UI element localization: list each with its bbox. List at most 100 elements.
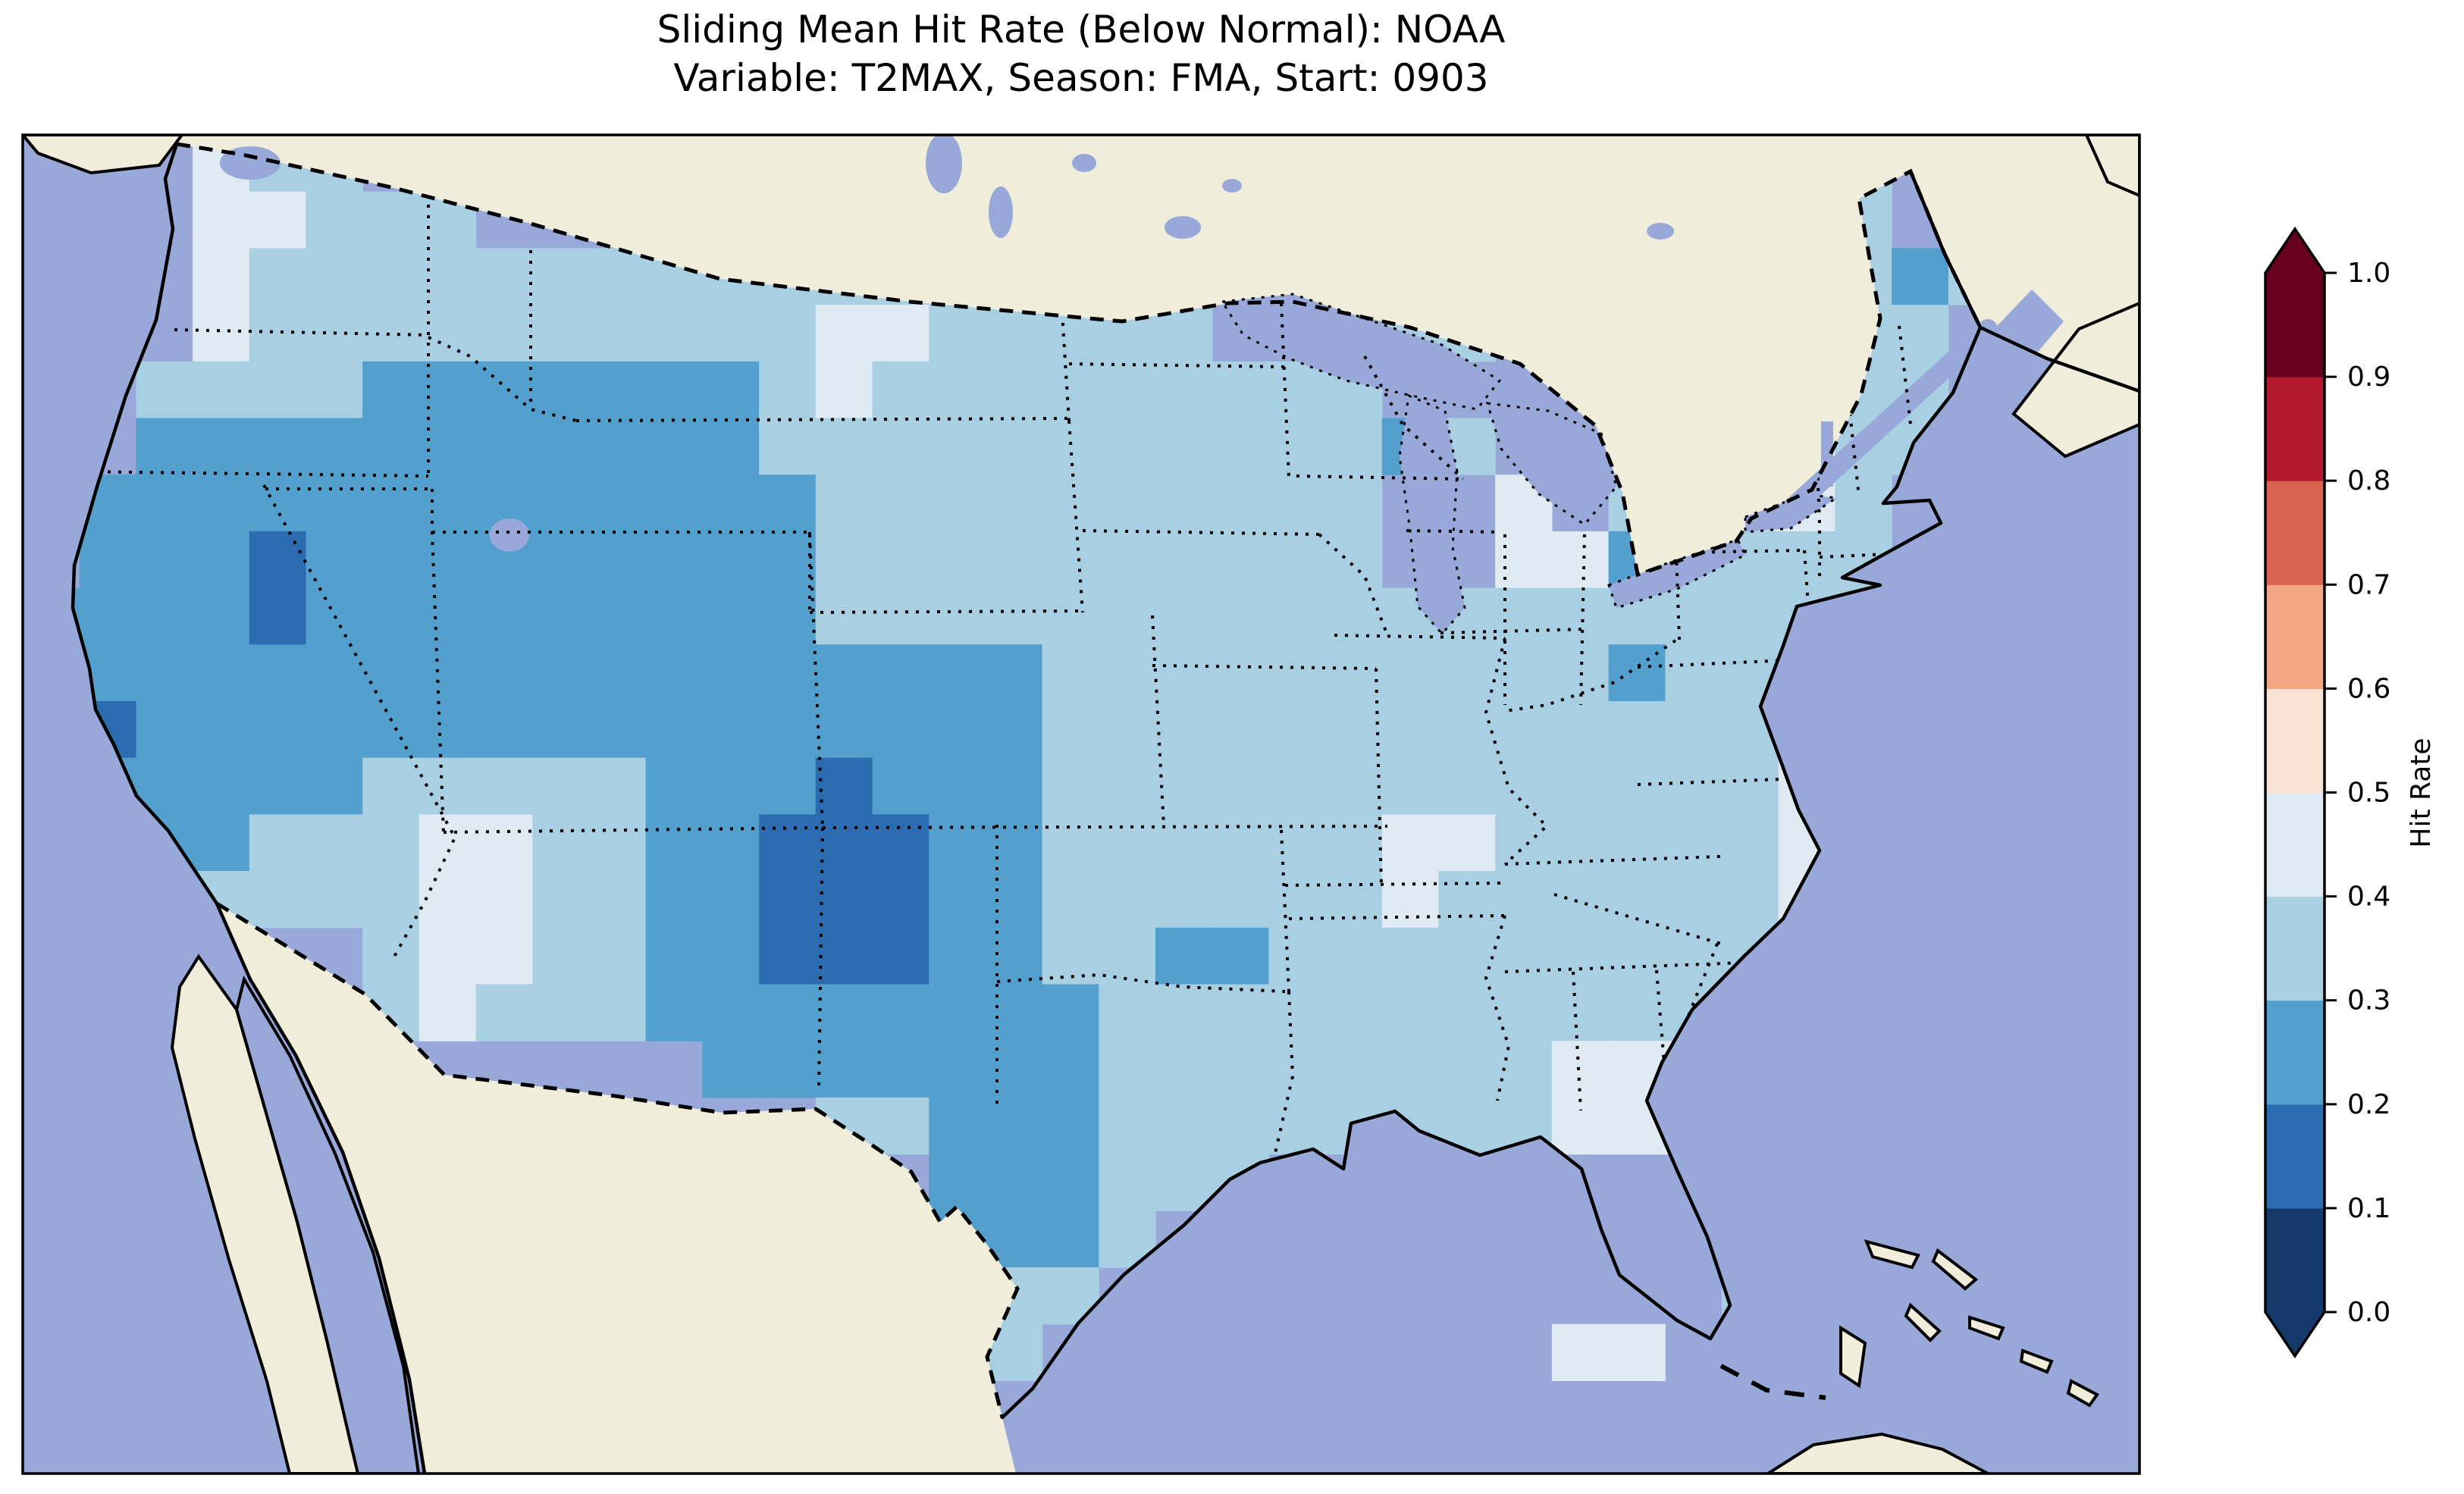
heat-cell (759, 927, 817, 985)
heat-cell (1438, 757, 1496, 815)
heat-cell (1381, 701, 1440, 759)
heat-cell (1438, 1041, 1496, 1098)
heat-cell (1608, 814, 1666, 872)
heat-cell (929, 305, 986, 362)
colorbar-tick-label: 0.9 (2347, 362, 2390, 393)
heat-cell (532, 531, 590, 589)
heat-cell (475, 927, 533, 985)
bahamas-island (1931, 1248, 1979, 1291)
heat-cell (249, 361, 307, 419)
heat-cell (1155, 1097, 1213, 1155)
heat-cell (985, 531, 1043, 589)
heat-cell (759, 814, 817, 872)
heat-cell (589, 814, 647, 872)
heat-cell (193, 361, 250, 419)
heat-cell (702, 814, 760, 872)
colorbar-bin (2265, 273, 2324, 377)
bahamas-island (1839, 1325, 1867, 1389)
heat-cell (79, 587, 136, 645)
lake-superior (1220, 293, 1502, 411)
colorbar-tick-label: 0.8 (2347, 465, 2390, 496)
heat-cell (815, 531, 873, 589)
heat-cell (1099, 1041, 1156, 1098)
heat-cell (1155, 644, 1213, 702)
heat-cell (362, 418, 420, 475)
heat-cell (79, 531, 136, 589)
colorbar-bin (2265, 481, 2324, 585)
heat-cell (589, 361, 647, 419)
heat-cell (929, 701, 986, 759)
heat-cell (419, 531, 477, 589)
heat-cell (645, 757, 703, 815)
heat-cell (1495, 587, 1553, 645)
heat-cell (306, 701, 363, 759)
heat-cell (985, 701, 1043, 759)
bahamas-island (2019, 1348, 2054, 1374)
heat-cell (475, 644, 533, 702)
heat-cell (1042, 1097, 1099, 1155)
heat-cell (306, 475, 363, 532)
heat-cell (589, 587, 647, 645)
heat-cell (702, 1041, 760, 1098)
colorbar: 0.0 0.1 0.2 0.3 0.4 0.5 0.6 0.7 0.8 0.9 1.0 Hit Ra… (2264, 226, 2437, 1359)
heat-cell (702, 984, 760, 1041)
heat-cell (985, 757, 1043, 815)
heat-cell (1155, 814, 1213, 872)
heat-cell (306, 644, 363, 702)
heat-cell (759, 418, 817, 475)
colorbar-tick-label: 0.5 (2347, 778, 2390, 809)
heat-cell (1042, 871, 1099, 929)
heat-cell (929, 1097, 986, 1155)
heat-cell (1212, 1041, 1269, 1098)
heat-cell (306, 814, 363, 872)
heat-cell (1042, 814, 1099, 872)
heat-cell (1155, 1154, 1213, 1211)
chart-subtitle: Variable: T2MAX, Season: FMA, Start: 090… (673, 56, 1488, 100)
colorbar-tick-label: 0.6 (2347, 673, 2390, 704)
heat-cell (589, 305, 647, 362)
heat-cell (929, 531, 986, 589)
heat-cell (362, 475, 420, 532)
heat-cell (872, 757, 929, 815)
heat-cell (1268, 871, 1326, 929)
heat-cell (475, 871, 533, 929)
heat-cell (759, 587, 817, 645)
heat-cell (985, 984, 1043, 1041)
heat-cell (249, 305, 307, 362)
heat-cell (645, 305, 703, 362)
heat-cell (929, 644, 986, 702)
colorbar-tick-label: 0.3 (2347, 985, 2390, 1016)
heat-cell (1381, 644, 1440, 702)
heat-cell (1438, 871, 1496, 929)
heat-cell (1099, 531, 1156, 589)
state-borders (75, 183, 1912, 1160)
heat-cell (419, 927, 477, 985)
heat-cell (702, 927, 760, 985)
heat-cell (815, 701, 873, 759)
heat-cell (1438, 644, 1496, 702)
heat-cell (815, 1041, 873, 1098)
heat-cell (1665, 871, 1723, 929)
heat-cell (985, 1097, 1043, 1155)
heat-cell (1325, 475, 1383, 532)
heat-cell (532, 418, 590, 475)
heat-cell (475, 587, 533, 645)
cuba (1765, 1432, 1989, 1474)
heat-cell (985, 871, 1043, 929)
heat-cell (1268, 984, 1326, 1041)
heat-cell (1325, 1041, 1383, 1098)
heat-cell (1325, 814, 1383, 872)
heat-cell (1099, 871, 1156, 929)
heat-cell (815, 587, 873, 645)
heat-cell (702, 418, 760, 475)
heat-cell (136, 418, 193, 475)
heat-cell (1212, 814, 1269, 872)
heat-cell (306, 361, 363, 419)
heat-cell (1042, 418, 1099, 475)
heat-cell (645, 418, 703, 475)
heat-cell (1042, 644, 1099, 702)
heat-cell (929, 475, 986, 532)
heat-cell (1551, 1097, 1610, 1155)
colorbar-segments (2265, 229, 2324, 1356)
